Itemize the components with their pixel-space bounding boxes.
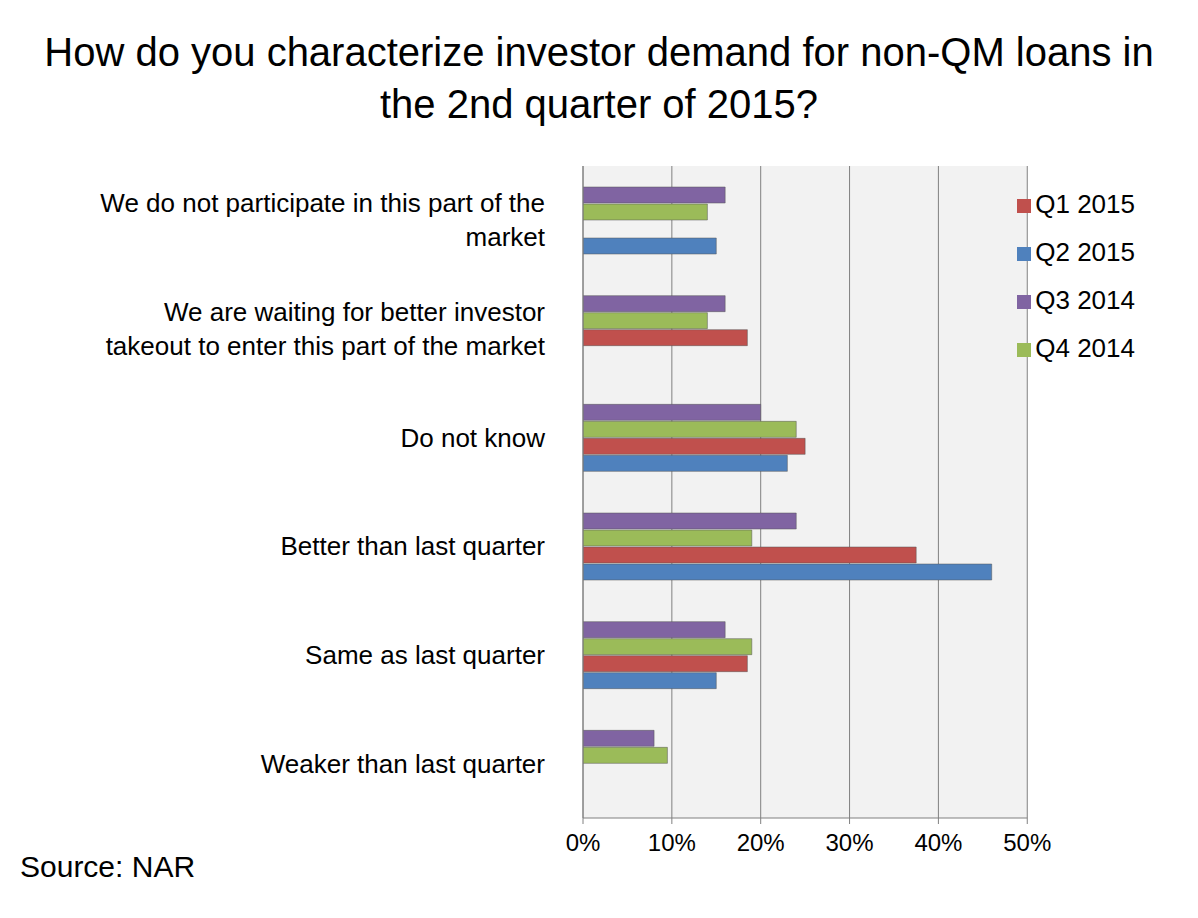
- svg-text:50%: 50%: [1003, 829, 1051, 856]
- html-text:Q2 2015: Q2 2015: [1035, 237, 1135, 267]
- html-text:Q3 2014: Q3 2014: [1035, 285, 1135, 315]
- svg-text:40%: 40%: [914, 829, 962, 856]
- svg-text:20%: 20%: [737, 829, 785, 856]
- svg-text:Same as last quarter: Same as last quarter: [305, 640, 545, 670]
- svg-text:30%: 30%: [826, 829, 874, 856]
- svg-text:10%: 10%: [648, 829, 696, 856]
- svg-text:We do not participate in this: We do not participate in this part of th…: [100, 188, 545, 252]
- html-text:How do you characterize invest: How do you characterize investor demand …: [44, 30, 1154, 126]
- html-text:Q1 2015: Q1 2015: [1035, 189, 1135, 219]
- html-text:Source: NAR: Source: NAR: [20, 850, 196, 883]
- svg-text:We are waiting for better inve: We are waiting for better investortakeou…: [106, 297, 546, 361]
- svg-text:Do not know: Do not know: [400, 423, 545, 453]
- svg-text:0%: 0%: [566, 829, 601, 856]
- html-text:Q4 2014: Q4 2014: [1035, 333, 1135, 363]
- svg-text:Weaker than last quarter: Weaker than last quarter: [261, 749, 546, 779]
- svg-text:Better than last quarter: Better than last quarter: [281, 531, 546, 561]
